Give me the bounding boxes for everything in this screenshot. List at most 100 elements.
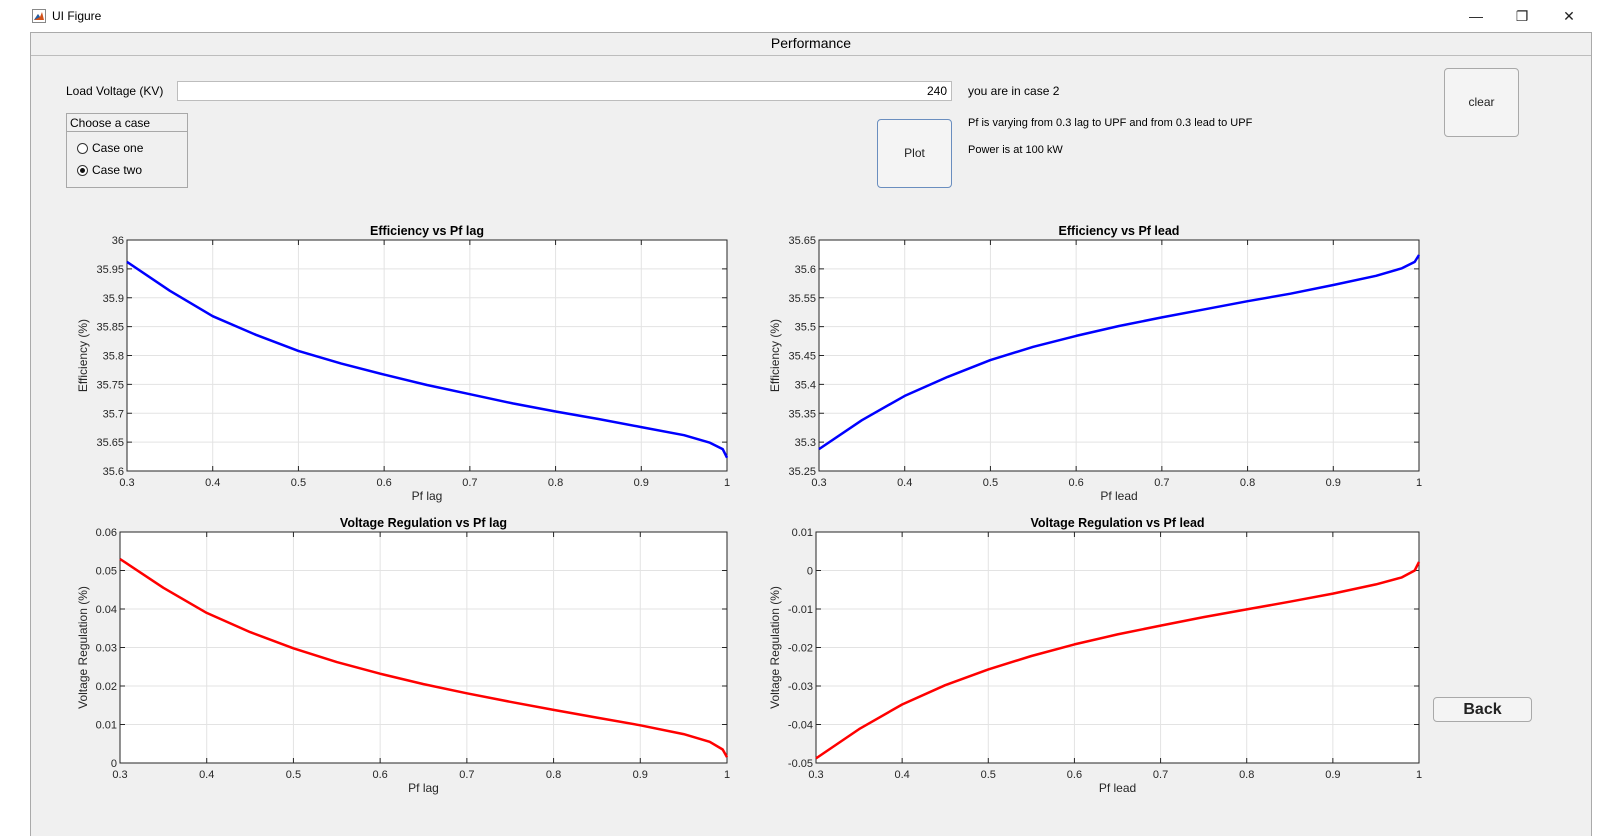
y-tick-label: 35.7 [103,408,124,420]
y-tick-label: 35.95 [96,264,124,276]
pf-status-text: Pf is varying from 0.3 lag to UPF and fr… [968,117,1253,129]
y-tick-label: 35.9 [103,293,124,305]
x-tick-label: 0.6 [372,769,387,781]
case-group-title: Choose a case [67,114,187,132]
y-tick-label: 35.35 [788,408,816,420]
series-line [815,561,1421,760]
chart-title: Voltage Regulation vs Pf lag [340,516,507,530]
y-tick-label: 0 [807,566,813,578]
y-tick-label: 0.02 [96,681,117,693]
chart-3: 0.3 0.4 0.5 0.6 0.7 0.8 0.9 1 0 0.01 0.02 0.03 0.04 0… [76,516,730,795]
y-tick-label: -0.05 [788,758,813,770]
y-tick-label: -0.01 [788,604,813,616]
back-button[interactable]: Back [1433,697,1532,722]
load-voltage-label: Load Voltage (KV) [66,84,164,98]
y-tick-label: 0.04 [96,604,117,616]
y-tick-label: 0 [111,758,117,770]
clear-button[interactable]: clear [1444,68,1519,137]
x-tick-label: 0.7 [1154,477,1169,489]
window-title: UI Figure [52,9,102,23]
x-tick-label: 1 [724,477,730,489]
x-tick-label: 0.3 [119,477,134,489]
axes-box [119,531,728,764]
plot-button[interactable]: Plot [877,119,952,188]
close-icon[interactable]: ✕ [1563,8,1575,24]
x-tick-label: 1 [1416,477,1422,489]
y-tick-label: 35.65 [788,235,816,247]
minimize-icon[interactable]: — [1469,8,1483,24]
x-tick-label: 0.5 [286,769,301,781]
x-tick-label: 0.4 [897,477,912,489]
chart-title: Efficiency vs Pf lag [370,224,484,238]
case-button-group: Choose a case Case one Case two [66,113,188,188]
load-voltage-input[interactable] [177,81,952,101]
x-tick-label: 0.6 [1067,769,1082,781]
x-tick-label: 0.9 [633,769,648,781]
x-tick-label: 0.6 [1068,477,1083,489]
x-tick-label: 0.7 [1153,769,1168,781]
y-tick-label: 35.65 [96,437,124,449]
case-two-radio[interactable]: Case two [77,162,142,178]
x-tick-label: 0.9 [634,477,649,489]
series-line [119,557,729,758]
y-axis-label: Voltage Regulation (%) [768,586,782,709]
series-line [818,254,1421,451]
x-tick-label: 0.5 [983,477,998,489]
case-one-label: Case one [92,141,144,155]
y-tick-label: 35.4 [795,379,816,391]
y-tick-label: 35.6 [103,466,124,478]
case-two-label: Case two [92,163,143,177]
x-tick-label: 0.8 [1240,477,1255,489]
y-tick-label: 35.75 [96,379,124,391]
axes-box [818,239,1420,472]
power-status-text: Power is at 100 kW [968,144,1063,156]
x-axis-label: Pf lead [1100,489,1137,503]
panel-title: Performance [31,33,1591,56]
y-tick-label: 0.01 [792,527,813,539]
chart-2: 0.3 0.4 0.5 0.6 0.7 0.8 0.9 1 35.25 35.3 35.35 35.4… [768,224,1422,503]
y-tick-label: -0.04 [788,720,813,732]
window-titlebar: UI Figure — ❐ ✕ [0,0,1605,32]
axes-box [126,239,728,472]
x-tick-label: 0.4 [205,477,220,489]
y-tick-label: 35.25 [788,466,816,478]
chart-4: 0.3 0.4 0.5 0.6 0.7 0.8 0.9 1 -0.05 -0.04 -0.03 -0.… [768,516,1422,795]
y-tick-label: 0.05 [96,566,117,578]
x-axis-label: Pf lag [408,781,439,795]
x-axis-label: Pf lead [1099,781,1136,795]
x-tick-label: 1 [724,769,730,781]
y-tick-label: 35.6 [795,264,816,276]
radio-unchecked-icon[interactable] [77,143,88,154]
x-tick-label: 0.4 [894,769,909,781]
chart-title: Voltage Regulation vs Pf lead [1030,516,1204,530]
y-tick-label: 35.45 [788,351,816,363]
x-tick-label: 0.9 [1325,769,1340,781]
x-tick-label: 0.5 [981,769,996,781]
y-axis-label: Efficiency (%) [768,319,782,392]
case-one-radio[interactable]: Case one [77,140,143,156]
x-tick-label: 0.3 [811,477,826,489]
y-tick-label: 35.8 [103,351,124,363]
x-tick-label: 1 [1416,769,1422,781]
x-tick-label: 0.8 [546,769,561,781]
x-tick-label: 0.8 [1239,769,1254,781]
x-tick-label: 0.3 [808,769,823,781]
y-tick-label: 36 [112,235,124,247]
x-tick-label: 0.7 [459,769,474,781]
axes-box [815,531,1420,764]
y-tick-label: 35.5 [795,322,816,334]
restore-icon[interactable]: ❐ [1515,8,1529,24]
y-tick-label: 35.55 [788,293,816,305]
y-axis-label: Voltage Regulation (%) [76,586,90,709]
series-line [126,260,729,459]
y-tick-label: -0.02 [788,643,813,655]
x-tick-label: 0.4 [199,769,214,781]
y-tick-label: 0.01 [96,720,117,732]
y-tick-label: 35.3 [795,437,816,449]
x-tick-label: 0.6 [376,477,391,489]
y-tick-label: 0.03 [96,643,117,655]
x-tick-label: 0.5 [291,477,306,489]
x-tick-label: 0.7 [462,477,477,489]
radio-checked-icon[interactable] [77,165,88,176]
